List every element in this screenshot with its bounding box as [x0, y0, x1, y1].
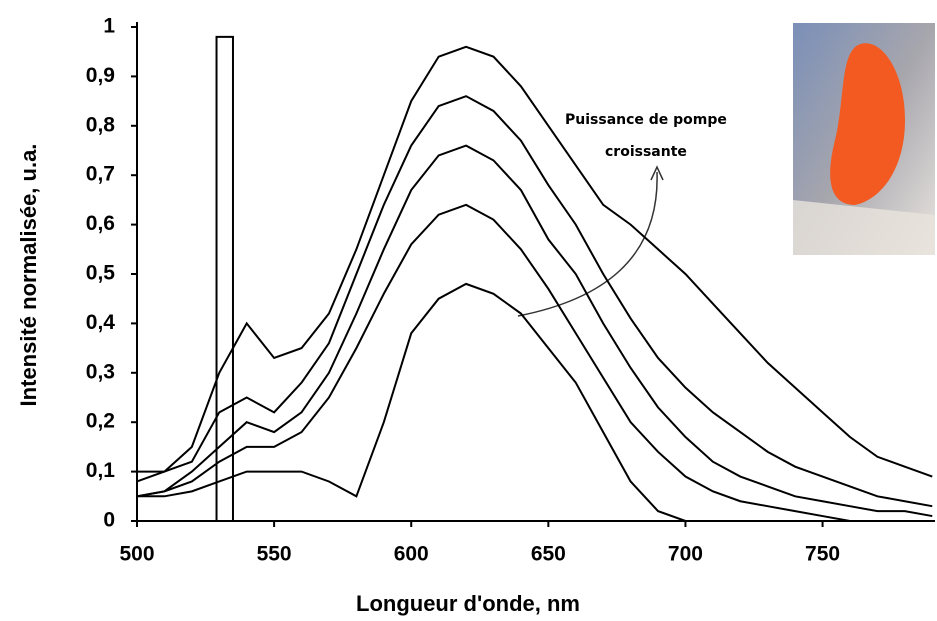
annotation: Puissance de pompe	[565, 112, 727, 128]
arrow-head	[650, 165, 664, 181]
y-axis-title: Intensité normalisée, u.a.	[16, 144, 41, 407]
spectrum-line	[136, 144, 933, 518]
spectrum-line	[136, 95, 933, 508]
x-tick-label: 750	[805, 543, 840, 566]
spectrum-line	[215, 35, 234, 521]
x-tick-label: 700	[668, 543, 703, 566]
y-tick-label: 0,9	[86, 64, 115, 87]
y-tick-label: 0,5	[86, 262, 116, 285]
x-tick-label: 500	[119, 543, 154, 566]
x-tick-label: 550	[257, 543, 292, 566]
x-axis-title: Longueur d'onde, nm	[356, 591, 580, 616]
y-tick-label: 0,7	[86, 163, 115, 186]
annotation: croissante	[605, 144, 687, 160]
photo-inset	[793, 23, 935, 255]
y-tick-label: 0,4	[86, 311, 116, 334]
y-tick-label: 0,3	[86, 360, 115, 383]
x-tick-label: 650	[531, 543, 566, 566]
y-tick-label: 0,8	[86, 113, 116, 136]
y-tick-label: 1	[103, 15, 115, 38]
x-tick-label: 600	[394, 543, 429, 566]
annotation-arrow	[517, 171, 658, 317]
spectrum-line	[137, 282, 933, 522]
spectrum-line	[137, 45, 933, 478]
y-tick-label: 0,2	[86, 410, 115, 433]
y-tick-label: 0	[103, 509, 115, 532]
spectrum-line	[136, 203, 933, 522]
y-tick-label: 0,6	[86, 212, 115, 235]
y-tick-label: 0,1	[86, 459, 116, 482]
